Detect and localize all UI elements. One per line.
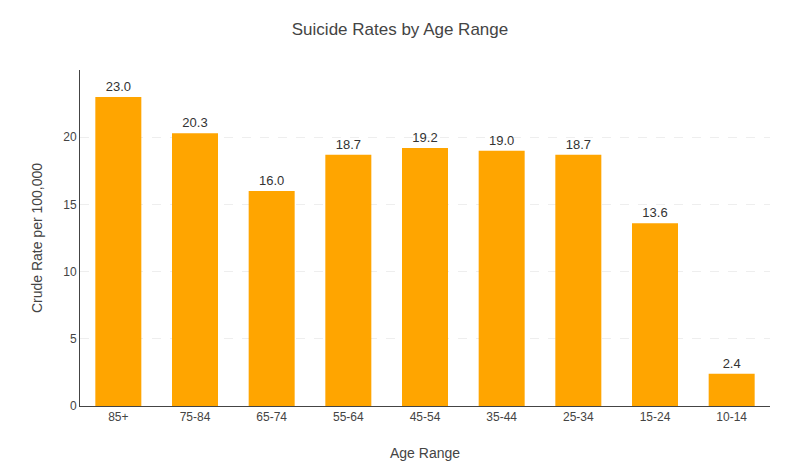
svg-text:15: 15: [63, 198, 77, 212]
svg-text:19.0: 19.0: [489, 133, 514, 148]
svg-text:65-74: 65-74: [256, 410, 287, 424]
svg-text:5: 5: [70, 332, 77, 346]
svg-text:23.0: 23.0: [106, 79, 131, 94]
svg-text:55-64: 55-64: [333, 410, 364, 424]
svg-text:Suicide Rates by Age Range: Suicide Rates by Age Range: [292, 20, 508, 39]
svg-text:Age Range: Age Range: [390, 445, 460, 461]
svg-text:20: 20: [63, 130, 77, 144]
svg-text:25-34: 25-34: [563, 410, 594, 424]
svg-text:20.3: 20.3: [182, 115, 207, 130]
svg-text:13.6: 13.6: [642, 205, 667, 220]
svg-text:15-24: 15-24: [640, 410, 671, 424]
svg-text:10-14: 10-14: [716, 410, 747, 424]
svg-text:2.4: 2.4: [723, 356, 741, 371]
svg-text:16.0: 16.0: [259, 173, 284, 188]
svg-text:19.2: 19.2: [412, 130, 437, 145]
svg-text:75-84: 75-84: [180, 410, 211, 424]
svg-text:18.7: 18.7: [566, 137, 591, 152]
svg-text:Crude Rate per 100,000: Crude Rate per 100,000: [29, 163, 45, 313]
svg-text:35-44: 35-44: [486, 410, 517, 424]
svg-text:45-54: 45-54: [410, 410, 441, 424]
svg-text:0: 0: [70, 399, 77, 413]
svg-text:85+: 85+: [108, 410, 128, 424]
svg-text:18.7: 18.7: [336, 137, 361, 152]
svg-text:10: 10: [63, 265, 77, 279]
